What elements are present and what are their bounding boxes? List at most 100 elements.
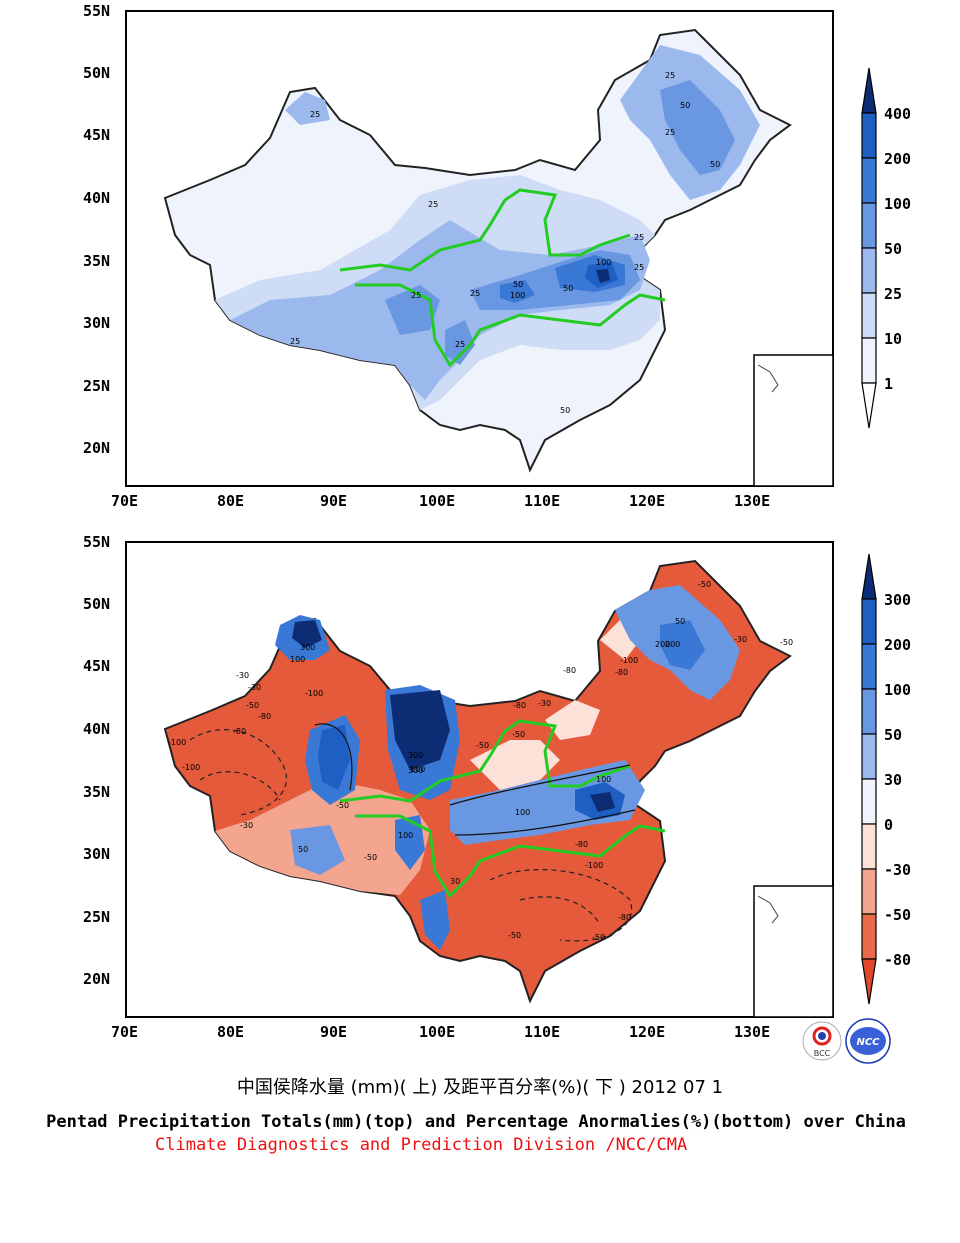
- bottom-lon-label: 120E: [629, 1023, 666, 1041]
- contour-label: 50: [298, 845, 308, 854]
- contour-label: -100: [305, 689, 323, 698]
- bottom-lat-label: 30N: [83, 845, 111, 863]
- top-lat-label: 55N: [83, 2, 111, 20]
- bottom-band-blue-gobi-core: [390, 690, 450, 770]
- top-lat-label: 30N: [83, 314, 111, 332]
- contour-label: 25: [411, 291, 421, 300]
- contour-label: -50: [336, 801, 349, 810]
- top-colorbar-label: 50: [884, 240, 903, 258]
- ncc-logo: NCC: [845, 1018, 891, 1064]
- bottom-positive-contours: [314, 723, 636, 836]
- top-colorbar: [861, 67, 877, 429]
- top-lat-label: 50N: [83, 64, 111, 82]
- contour-label: 100: [398, 831, 413, 840]
- bottom-band-blue-central: [450, 760, 645, 845]
- top-band-25a: [230, 220, 650, 400]
- bottom-colorbar-label: -50: [884, 906, 912, 924]
- top-yangtze-river: [355, 283, 666, 368]
- bottom-lon-label: 80E: [217, 1023, 245, 1041]
- caption-chinese: 中国侯降水量 (mm)( 上) 及距平百分率(%)( 下 ) 2012 07 1: [236, 1077, 724, 1098]
- ncc-logo-text: NCC: [856, 1037, 880, 1048]
- top-inset-south-china-sea: [753, 354, 834, 487]
- top-band-25c: [285, 92, 330, 125]
- contour-label: -30: [538, 699, 551, 708]
- bottom-yellow-river: [339, 719, 631, 803]
- contour-label: -100: [585, 861, 603, 870]
- bottom-lat-label: 25N: [83, 908, 111, 926]
- contour-label: 25: [310, 110, 320, 119]
- top-colorbar-label: 1: [884, 375, 894, 393]
- top-colorbar-label: 400: [884, 105, 912, 123]
- bottom-colorbar-label: -80: [884, 951, 912, 969]
- contour-label: 50: [563, 284, 573, 293]
- contour-label: -50: [246, 701, 259, 710]
- top-lon-label: 70E: [111, 492, 139, 510]
- bottom-lat-label: 40N: [83, 720, 111, 738]
- top-lon-label: 100E: [419, 492, 456, 510]
- contour-label: 25: [428, 200, 438, 209]
- bottom-colorbar-label: 100: [884, 681, 912, 699]
- contour-label: -80: [563, 666, 576, 675]
- contour-label: 100: [596, 775, 611, 784]
- top-colorbar-label: 25: [884, 285, 903, 303]
- bottom-negative-contours: [189, 729, 633, 942]
- bottom-colorbar-label: 0: [884, 816, 894, 834]
- contour-label: -100: [620, 656, 638, 665]
- contour-label: 50: [710, 160, 720, 169]
- top-band-100b: [500, 280, 535, 303]
- bottom-lon-label: 90E: [320, 1023, 348, 1041]
- top-colorbar-label: 200: [884, 150, 912, 168]
- contour-label: -50: [592, 933, 605, 942]
- top-yellow-river: [339, 188, 631, 272]
- contour-label: 25: [634, 263, 644, 272]
- bottom-band-blue-ne-inner: [660, 620, 705, 670]
- top-lat-label: 20N: [83, 439, 111, 457]
- bottom-colorbar-label: -30: [884, 861, 912, 879]
- bottom-lon-label: 70E: [111, 1023, 139, 1041]
- bottom-band-blue-sw: [395, 815, 425, 870]
- contour-label: -80: [513, 701, 526, 710]
- contour-label: 100: [290, 655, 305, 664]
- bottom-contour-labels: 300 100 -100 -80 -100 -100 -30 -50 300 3…: [168, 580, 793, 942]
- top-colorbar-label: 10: [884, 330, 903, 348]
- contour-label: -50: [476, 741, 489, 750]
- bottom-lat-label: 55N: [83, 533, 111, 551]
- contour-label: 25: [455, 340, 465, 349]
- contour-label: 50: [675, 617, 685, 626]
- bottom-lon-label: 130E: [734, 1023, 771, 1041]
- contour-label: -50: [364, 853, 377, 862]
- contour-label: 30: [450, 877, 460, 886]
- contour-label: -80: [258, 712, 271, 721]
- contour-label: -50: [512, 730, 525, 739]
- contour-label: 200: [665, 640, 680, 649]
- bottom-inset-south-china-sea: [753, 885, 834, 1018]
- top-lat-label: 45N: [83, 126, 111, 144]
- contour-label: 100: [596, 258, 611, 267]
- contour-label: 50: [680, 101, 690, 110]
- top-lat-label: 35N: [83, 252, 111, 270]
- contour-label: -80: [615, 668, 628, 677]
- contour-label: 50: [560, 406, 570, 415]
- top-lat-label: 40N: [83, 189, 111, 207]
- bottom-colorbar-label: 30: [884, 771, 903, 789]
- contour-label: 100: [510, 291, 525, 300]
- caption-credit: Climate Diagnostics and Prediction Divis…: [155, 1135, 688, 1155]
- contour-label: -30: [240, 821, 253, 830]
- bottom-band-blue-yunnan: [420, 890, 450, 950]
- top-contour-labels: 25 25 50 50 25 25 25 50 100 50 100 25 25…: [290, 71, 720, 415]
- contour-label: -100: [168, 738, 186, 747]
- contour-label: 25: [665, 128, 675, 137]
- top-lon-label: 90E: [320, 492, 348, 510]
- bottom-lat-label: 35N: [83, 783, 111, 801]
- top-lon-label: 80E: [217, 492, 245, 510]
- contour-label: -30: [236, 671, 249, 680]
- contour-label: 100: [410, 765, 425, 774]
- bottom-band-blue-central-peak: [590, 792, 615, 812]
- contour-label: -80: [618, 913, 631, 922]
- top-lon-label: 130E: [734, 492, 771, 510]
- contour-label: 300: [408, 766, 423, 775]
- contour-label: -50: [780, 638, 793, 647]
- contour-label: -80: [575, 840, 588, 849]
- bottom-lat-label: 50N: [83, 595, 111, 613]
